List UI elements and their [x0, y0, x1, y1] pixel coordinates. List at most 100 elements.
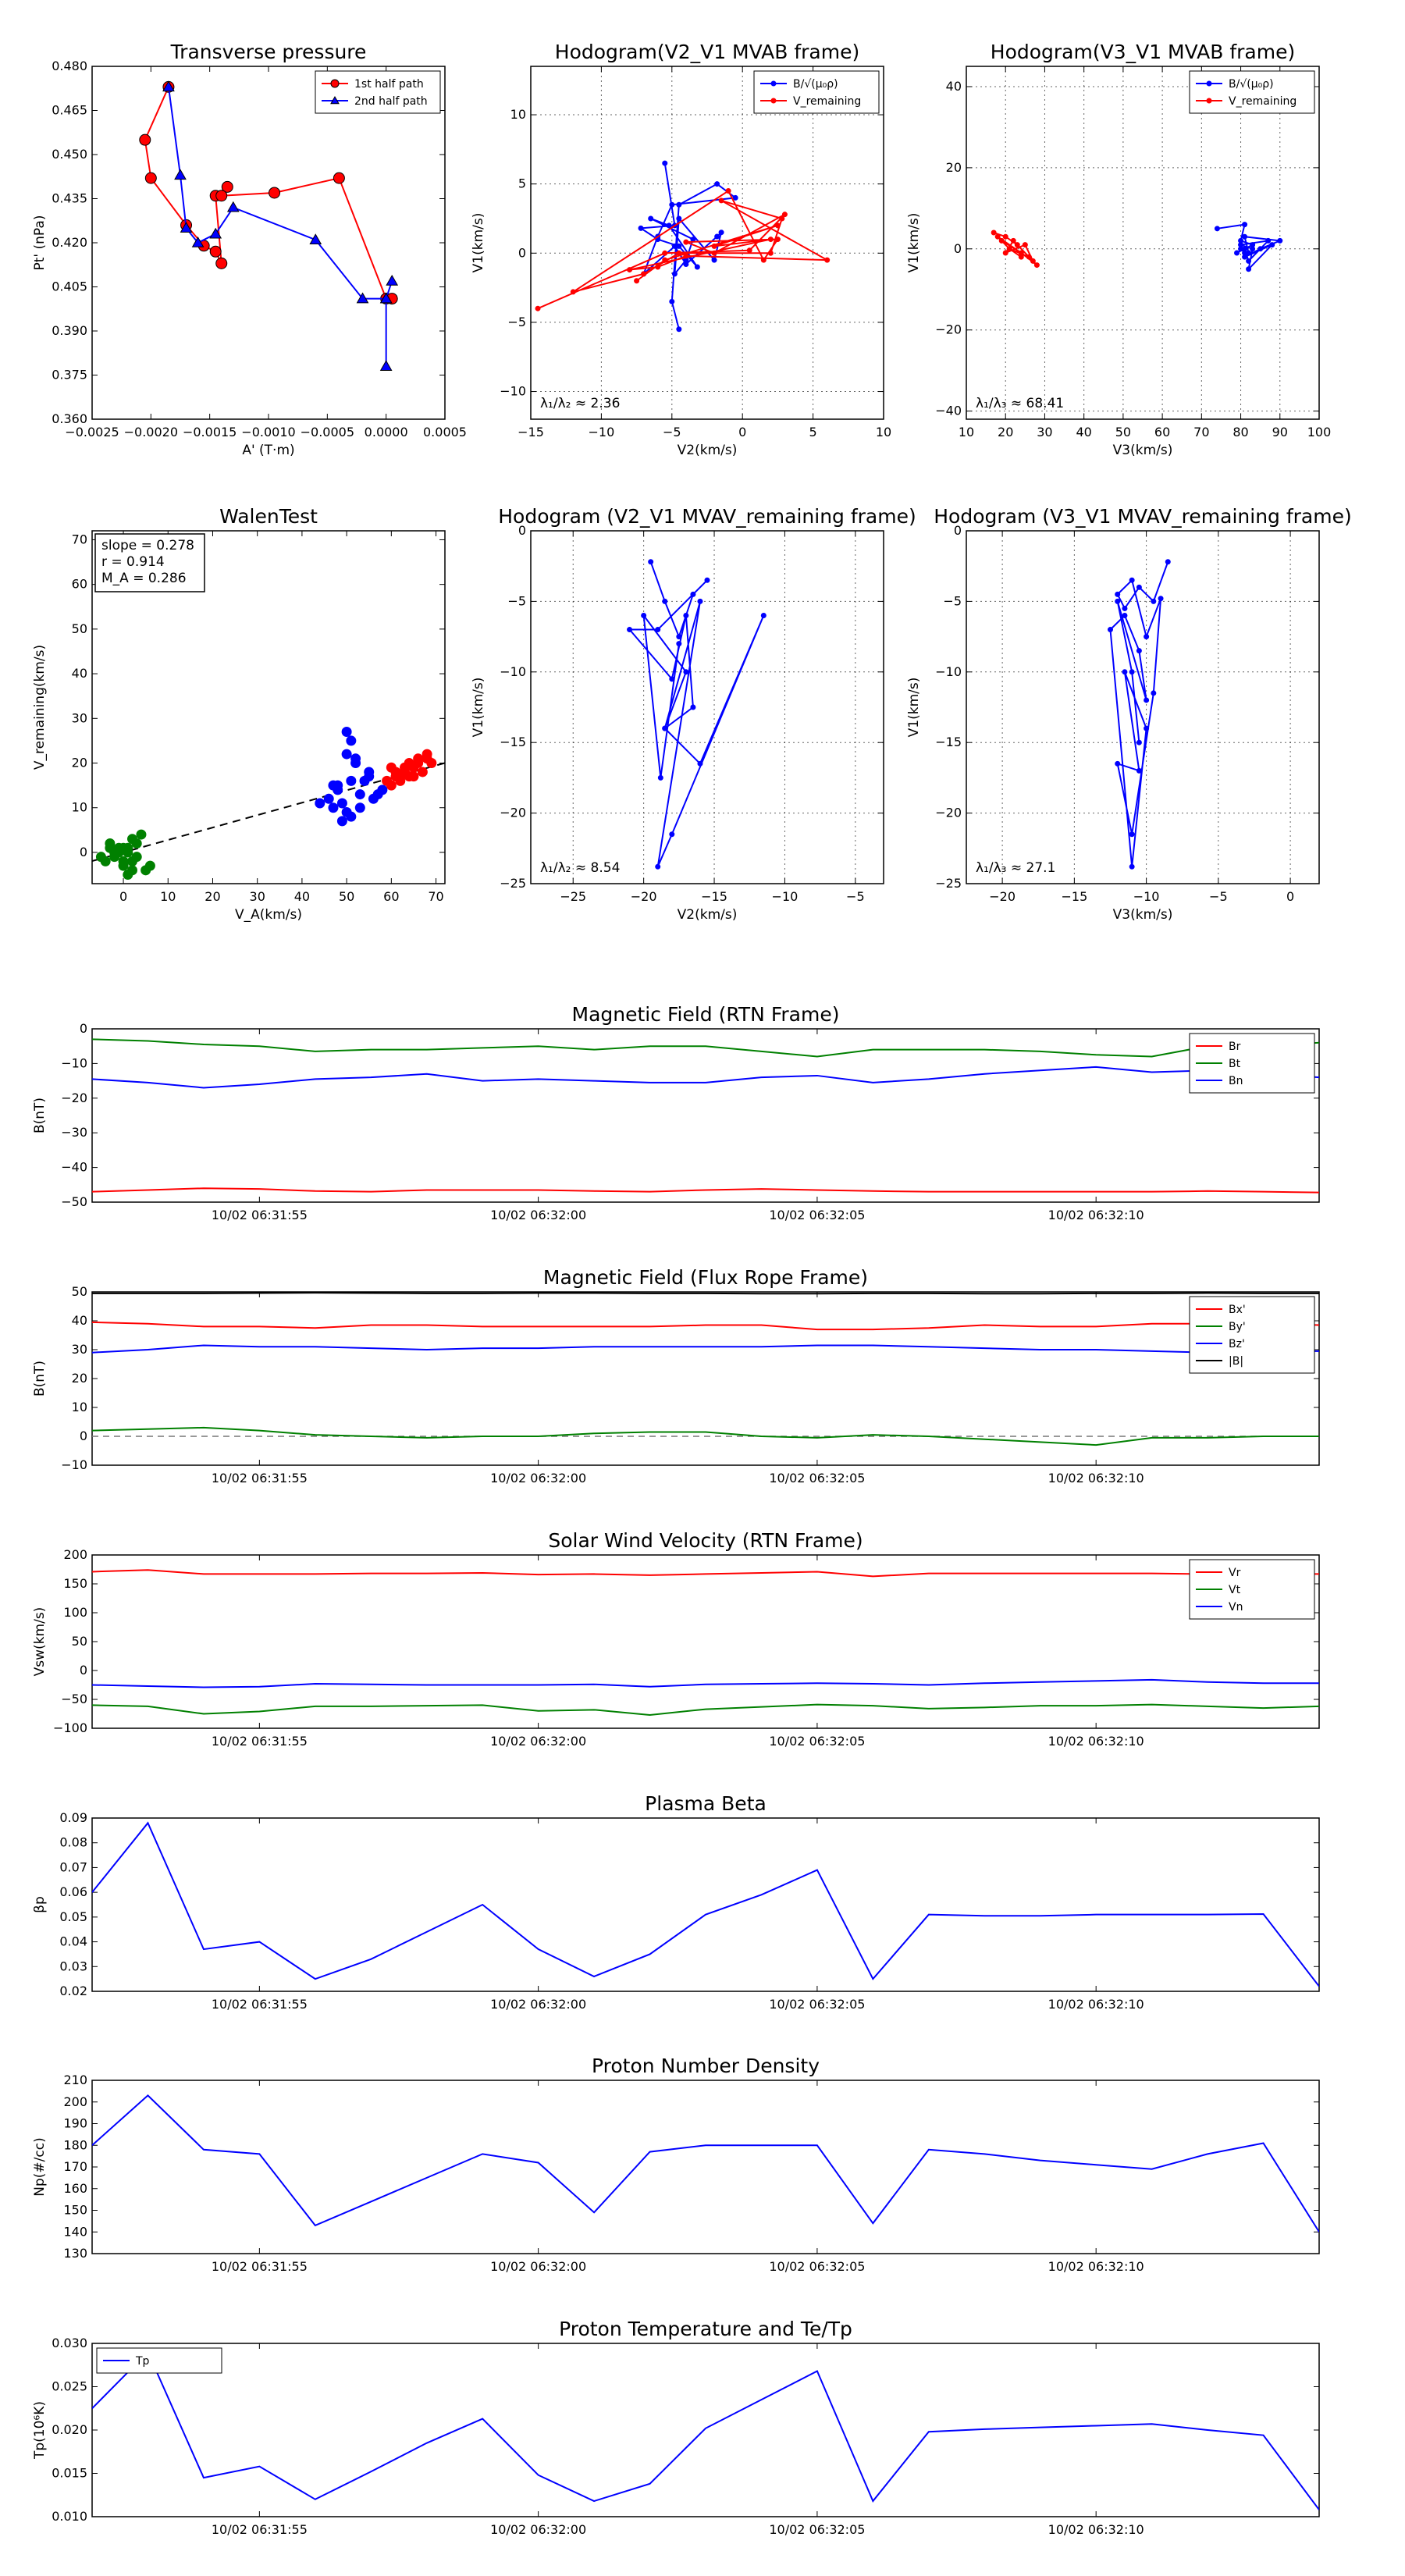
- data-point: [1151, 690, 1157, 696]
- data-point: [666, 222, 672, 229]
- x-tick-label: 10/02 06:31:55: [212, 1471, 308, 1485]
- legend-label: Bt: [1229, 1058, 1241, 1070]
- scatter-point: [118, 860, 129, 871]
- y-tick-label: 0.020: [52, 2422, 87, 2437]
- data-point: [1033, 262, 1040, 269]
- scatter-point: [131, 838, 142, 849]
- y-tick-label: 0.025: [52, 2379, 87, 2394]
- data-point: [1144, 634, 1150, 640]
- data-point: [641, 612, 647, 618]
- data-point: [1246, 266, 1252, 272]
- y-tick-label: 10: [72, 1400, 87, 1414]
- y-tick-label: 0.06: [59, 1884, 87, 1899]
- y-tick-label: −5: [507, 315, 526, 329]
- data-point: [144, 172, 157, 184]
- data-point: [662, 160, 668, 166]
- data-point: [760, 612, 767, 618]
- y-axis-label: V1(km/s): [471, 678, 486, 738]
- scatter-point: [126, 856, 137, 866]
- data-point: [1115, 591, 1121, 597]
- data-point: [333, 172, 345, 184]
- plot-area: [92, 1569, 1319, 1716]
- legend-label: Vn: [1229, 1601, 1243, 1614]
- y-tick-label: 40: [72, 666, 87, 681]
- y-tick-label: 0.375: [52, 368, 87, 382]
- scatter-point: [328, 780, 339, 791]
- data-point: [671, 271, 678, 277]
- series-line: [92, 1678, 1319, 1688]
- scatter-point: [417, 767, 428, 777]
- x-tick-label: 10/02 06:32:05: [769, 1997, 865, 2012]
- data-point: [627, 627, 633, 633]
- legend-label: Br: [1229, 1041, 1241, 1053]
- y-tick-label: 150: [63, 2203, 87, 2218]
- chart-title: Transverse pressure: [170, 41, 367, 63]
- data-point: [309, 233, 322, 244]
- data-point: [1136, 648, 1142, 654]
- legend-label: Vt: [1229, 1584, 1241, 1596]
- series-line: [638, 162, 738, 330]
- data-point: [1151, 598, 1157, 604]
- x-tick-label: 50: [1115, 425, 1131, 439]
- y-tick-label: 0.360: [52, 411, 87, 426]
- plot-area: [139, 80, 399, 371]
- x-tick-label: 80: [1232, 425, 1248, 439]
- y-tick-label: 0.030: [52, 2336, 87, 2350]
- data-point: [662, 725, 668, 731]
- x-tick-label: 10: [876, 425, 891, 439]
- scatter-point: [346, 811, 357, 822]
- legend-label: B/√(μ₀ρ): [1229, 78, 1274, 91]
- plot-area: [535, 160, 831, 333]
- x-tick-label: 10/02 06:31:55: [212, 1734, 308, 1749]
- scatter-point: [323, 793, 334, 804]
- data-point: [1246, 258, 1252, 264]
- data-point: [386, 274, 399, 286]
- data-point: [662, 250, 668, 256]
- y-tick-label: 150: [63, 1576, 87, 1591]
- data-point: [1129, 577, 1135, 583]
- data-point: [1158, 596, 1164, 602]
- y-tick-label: −50: [61, 1194, 87, 1209]
- x-tick-label: 0: [119, 889, 127, 904]
- data-point: [379, 360, 393, 371]
- data-point: [215, 190, 228, 202]
- y-tick-label: 0: [518, 523, 526, 538]
- x-tick-label: −20: [631, 889, 657, 904]
- annotation: λ₁/λ₂ ≈ 2.36: [540, 396, 620, 411]
- legend-marker: [770, 80, 777, 87]
- data-point: [1107, 627, 1113, 633]
- data-point: [1144, 697, 1150, 703]
- x-tick-label: 30: [250, 889, 265, 904]
- x-tick-label: −0.0010: [241, 425, 295, 439]
- y-tick-label: 0: [954, 241, 962, 256]
- chart-title: Magnetic Field (RTN Frame): [572, 1003, 840, 1026]
- data-point: [767, 237, 774, 243]
- scatter-point: [100, 856, 111, 866]
- x-tick-label: 60: [1154, 425, 1170, 439]
- x-tick-label: 10/02 06:32:00: [490, 1997, 586, 2012]
- scatter-point: [386, 762, 397, 773]
- series-line: [92, 1569, 1319, 1578]
- y-tick-label: 0: [954, 523, 962, 538]
- data-point: [779, 215, 785, 222]
- data-point: [676, 250, 682, 256]
- y-tick-label: 0.450: [52, 147, 87, 162]
- legend-label: By': [1229, 1321, 1246, 1333]
- chart-title: Hodogram (V2_V1 MVAV_remaining frame): [498, 505, 916, 528]
- x-tick-label: 10: [959, 425, 974, 439]
- y-tick-label: 60: [72, 577, 87, 592]
- x-tick-label: −10: [1133, 889, 1160, 904]
- plot-area: [92, 1821, 1319, 1987]
- chart-title: Proton Number Density: [592, 2055, 820, 2077]
- x-tick-label: 10/02 06:32:00: [490, 2522, 586, 2537]
- y-tick-label: 0.420: [52, 235, 87, 250]
- plot-frame: [91, 1028, 1320, 1203]
- scatter-point: [341, 726, 352, 737]
- data-point: [1165, 559, 1171, 565]
- scatter-point: [350, 758, 361, 769]
- data-point: [174, 169, 187, 180]
- plot-frame: [966, 66, 1320, 420]
- data-point: [690, 591, 696, 597]
- scatter-point: [315, 798, 325, 809]
